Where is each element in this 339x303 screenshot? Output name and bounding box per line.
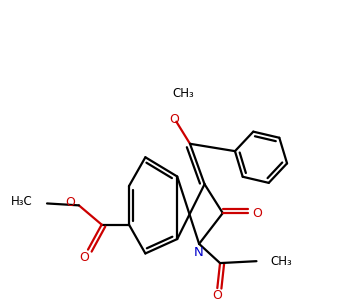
Text: N: N [194, 246, 204, 259]
Text: CH₃: CH₃ [271, 255, 293, 268]
Text: O: O [170, 113, 180, 126]
Text: O: O [252, 207, 262, 220]
Text: O: O [212, 289, 222, 302]
Text: CH₃: CH₃ [173, 87, 195, 100]
Text: O: O [80, 251, 89, 264]
Text: O: O [65, 196, 76, 209]
Text: H₃C: H₃C [11, 195, 33, 208]
